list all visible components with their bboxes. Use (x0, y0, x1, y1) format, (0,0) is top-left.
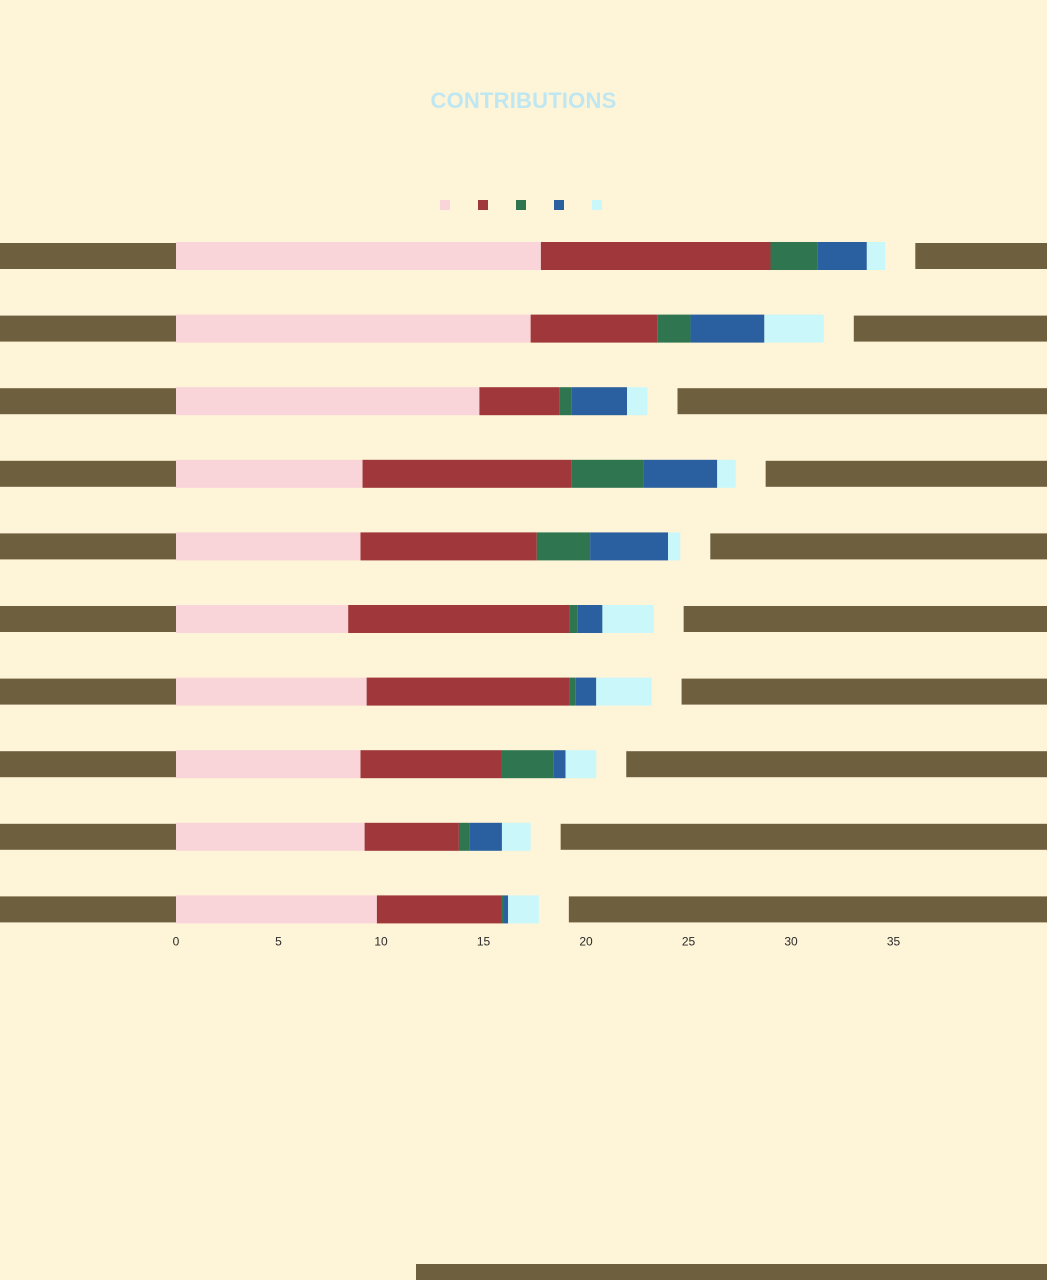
bar-segment-0-0 (176, 242, 541, 270)
legend-item-4 (591, 200, 608, 210)
chart-legend (0, 200, 1047, 210)
bar-segment-9-3 (504, 895, 509, 924)
bar-segment-2-3 (571, 387, 627, 416)
category-band-5 (0, 606, 188, 632)
category-band-0 (0, 243, 188, 269)
right-band-3 (765, 460, 1047, 487)
right-band-6 (681, 678, 1047, 705)
bar-segment-7-2 (501, 750, 554, 779)
legend-swatch-0 (439, 200, 450, 210)
x-tick-label-7: 35 (887, 934, 901, 948)
bar-segment-4-1 (360, 532, 537, 561)
bar-segment-6-3 (575, 677, 597, 706)
bar-segment-5-3 (577, 605, 603, 633)
category-band-2 (0, 388, 188, 415)
legend-item-0 (439, 200, 456, 210)
bar-segment-3-0 (176, 459, 363, 488)
legend-swatch-3 (553, 200, 564, 210)
legend-item-3 (553, 200, 570, 210)
chart-title: CONTRIBUTIONS (0, 88, 1047, 114)
bar-segment-5-4 (602, 605, 654, 633)
bar-segment-5-1 (348, 605, 570, 633)
chart-title-highlight: CONTRIBUTIONS (430, 88, 617, 113)
bar-segment-1-3 (690, 314, 765, 343)
legend-item-1 (477, 200, 494, 210)
bar-segment-1-0 (176, 314, 531, 343)
bar-segment-8-1 (364, 822, 459, 851)
right-band-9 (568, 896, 1047, 923)
right-band-8 (560, 823, 1047, 850)
bar-segment-7-1 (360, 750, 502, 779)
bar-segment-3-3 (643, 459, 718, 488)
right-band-0 (915, 243, 1047, 269)
category-band-8 (0, 823, 188, 850)
x-tick-label-6: 30 (784, 934, 798, 948)
category-band-3 (0, 460, 188, 487)
legend-item-2 (515, 200, 532, 210)
bar-segment-1-4 (764, 314, 824, 343)
bar-segment-1-2 (657, 314, 691, 343)
bar-segment-0-2 (770, 242, 818, 270)
bar-segment-3-2 (571, 459, 644, 488)
bar-segment-0-1 (540, 242, 771, 270)
x-tick-label-5: 25 (682, 934, 696, 948)
legend-swatch-2 (515, 200, 526, 210)
bar-segment-6-1 (366, 677, 570, 706)
category-band-4 (0, 533, 188, 560)
legend-swatch-4 (591, 200, 602, 210)
bar-segment-8-0 (176, 822, 365, 851)
right-band-2 (677, 388, 1047, 415)
bar-segment-9-0 (176, 895, 377, 924)
bar-segment-0-4 (866, 242, 886, 270)
title-block: CONTRIBUTIONS (0, 88, 1047, 116)
bar-segment-3-1 (362, 459, 572, 488)
bar-segment-8-4 (501, 822, 531, 851)
bar-segment-7-3 (553, 750, 566, 779)
bar-segment-7-4 (565, 750, 597, 779)
bar-segment-2-4 (627, 387, 648, 416)
right-band-5 (683, 606, 1047, 632)
bar-segment-0-3 (817, 242, 867, 270)
bar-segment-2-0 (176, 387, 480, 416)
bar-segment-8-2 (458, 822, 470, 851)
right-band-1 (853, 315, 1047, 342)
bar-segment-6-4 (596, 677, 652, 706)
bar-segment-6-0 (176, 677, 367, 706)
category-band-6 (0, 678, 188, 705)
bar-segment-5-0 (176, 605, 349, 633)
x-tick-label-2: 10 (374, 934, 388, 948)
bar-segment-8-3 (469, 822, 502, 851)
bar-segment-6-2 (569, 677, 576, 706)
legend-swatch-1 (477, 200, 488, 210)
bar-segment-4-4 (668, 532, 681, 561)
bar-segment-9-1 (376, 895, 502, 924)
footer-band (416, 1264, 1047, 1280)
bar-segment-2-1 (479, 387, 560, 416)
right-band-7 (626, 751, 1047, 778)
x-tick-label-1: 5 (275, 934, 282, 948)
bar-segment-7-0 (176, 750, 361, 779)
bar-segment-2-2 (559, 387, 572, 416)
x-tick-label-3: 15 (477, 934, 491, 948)
category-band-7 (0, 751, 188, 778)
right-band-4 (710, 533, 1047, 560)
x-tick-label-0: 0 (173, 934, 180, 948)
bar-segment-4-3 (590, 532, 668, 561)
bar-segment-9-2 (501, 895, 504, 924)
bar-segment-4-0 (176, 532, 361, 561)
category-band-1 (0, 315, 188, 342)
bar-segment-4-2 (536, 532, 591, 561)
bar-segment-9-4 (508, 895, 539, 924)
bar-segment-3-4 (717, 459, 736, 488)
bar-segment-5-2 (569, 605, 578, 633)
bar-segment-1-1 (530, 314, 658, 343)
category-band-9 (0, 896, 188, 923)
x-tick-label-4: 20 (579, 934, 593, 948)
